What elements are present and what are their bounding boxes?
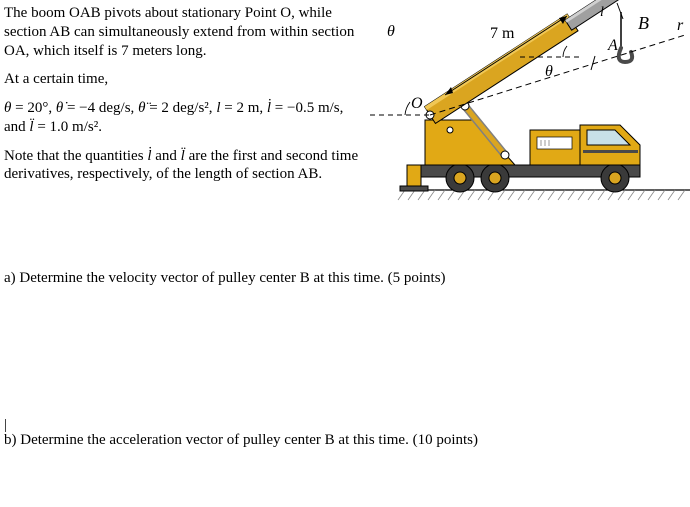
problem-paragraph-3: Note that the quantities l̇ and l̈ are t… [4, 147, 362, 185]
label-l: l [600, 5, 604, 20]
problem-given: θ = 20°, θ̇ = −4 deg/s, θ̈ = 2 deg/s², l… [4, 99, 362, 137]
question-b: b) Determine the acceleration vector of … [4, 432, 478, 449]
label-A: A [607, 37, 618, 54]
label-7m: 7 m [490, 25, 515, 42]
label-theta-right: θ [545, 63, 553, 80]
crane-figure: O θ 7 m θ A l B r [365, 0, 690, 215]
problem-paragraph-2: At a certain time, [4, 70, 362, 89]
label-O: O [411, 95, 423, 112]
problem-paragraph-1: The boom OAB pivots about stationary Poi… [4, 4, 362, 60]
label-r: r [677, 17, 684, 34]
question-a: a) Determine the velocity vector of pull… [4, 270, 446, 287]
label-theta-left: θ [387, 23, 395, 40]
label-B: B [638, 13, 649, 33]
